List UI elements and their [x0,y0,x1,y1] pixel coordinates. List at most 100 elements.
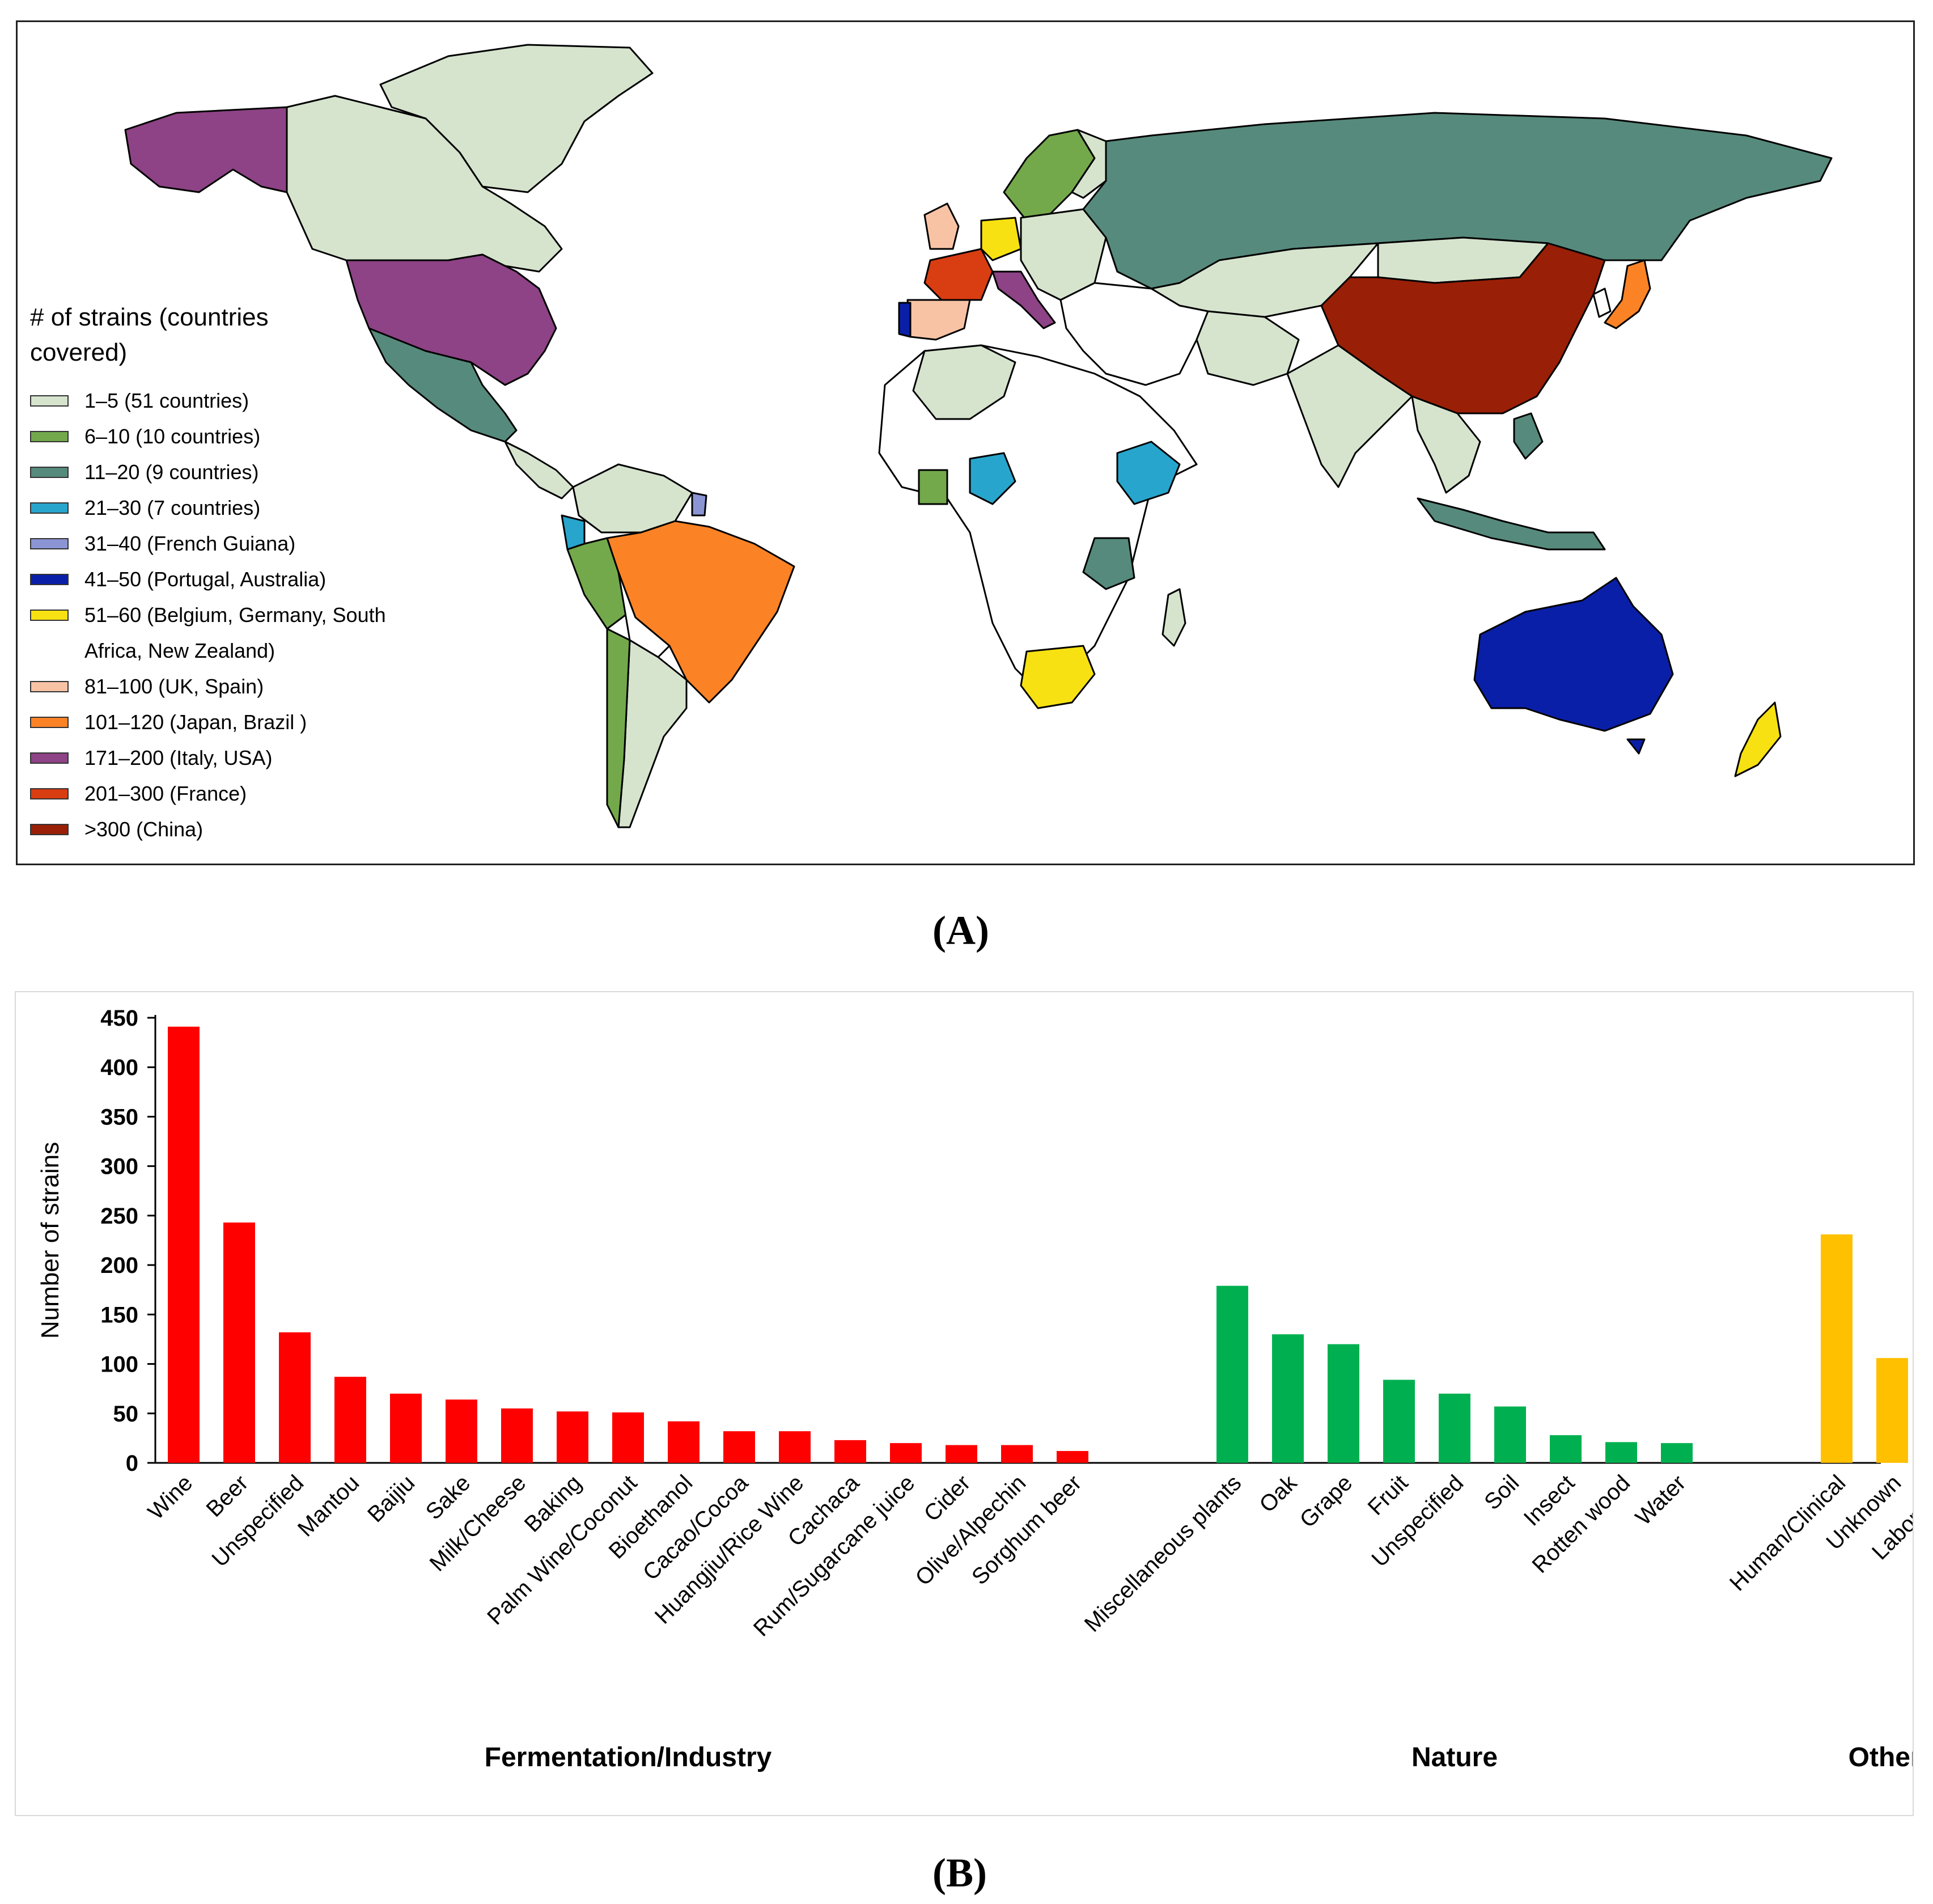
bar [557,1411,588,1463]
legend-swatch [30,538,69,549]
legend-items: 1–5 (51 countries) 6–10 (10 countries) 11–… [30,383,402,847]
legend-swatch [30,430,69,442]
legend-item: 31–40 (French Guiana) [30,526,402,561]
bar [334,1377,366,1463]
x-tick-label: Grape [1295,1470,1358,1533]
legend-label: 81–100 (UK, Spain) [84,675,264,698]
y-axis-label: Number of strains [36,1142,64,1339]
legend-swatch [30,610,69,621]
map-new-zealand [1734,701,1782,777]
y-tick-label: 350 [100,1105,138,1129]
x-tick-label: Milk/Cheese [425,1470,531,1576]
x-tick-label: Soil [1480,1470,1524,1514]
legend-label: >300 (China) [84,818,204,841]
y-tick-label: 450 [100,1006,138,1031]
bar [501,1408,533,1463]
group-label: Nature [1411,1742,1498,1772]
bar [612,1412,644,1463]
map-bolivia [617,571,671,658]
legend-item: 101–120 (Japan, Brazil ) [30,704,402,740]
bar [1550,1435,1582,1463]
legend-item: 21–30 (7 countries) [30,490,402,526]
legend-label: 51–60 (Belgium, Germany, South Africa, N… [84,603,386,662]
bar [1821,1234,1853,1463]
map-spain [906,299,971,341]
legend-item: 6–10 (10 countries) [30,418,402,454]
legend-swatch [30,680,69,692]
map-legend: # of strains (countries covered) 1–5 (51… [30,300,402,847]
legend-item: 41–50 (Portugal, Australia) [30,561,402,597]
legend-label: 6–10 (10 countries) [84,425,261,448]
legend-label: 171–200 (Italy, USA) [84,746,273,769]
legend-label: 21–30 (7 countries) [84,496,261,519]
bar [1605,1442,1637,1463]
map-south-africa [1020,645,1096,709]
y-tick-label: 0 [126,1451,138,1476]
bar [1494,1406,1526,1463]
bar [890,1443,922,1463]
bar [1876,1358,1908,1463]
map-alaska [124,106,288,193]
bar [1001,1445,1033,1463]
panel-label-a: (A) [932,908,989,953]
legend-label: 1–5 (51 countries) [84,389,249,412]
map-west-africa [918,469,948,505]
map-australia [1473,577,1674,732]
legend-swatch [30,502,69,514]
bar-chart: 0 50 100 150 200 250 300 350 400 450 Number of str… [36,1006,1913,1772]
map-chile [606,628,631,828]
legend-label: 101–120 (Japan, Brazil ) [84,710,307,734]
map-french-guiana [691,492,707,517]
bar [1661,1443,1693,1463]
x-tick-label: Beer [202,1470,253,1522]
world-map [124,44,1833,828]
bar [834,1440,866,1463]
group-label: Others [1849,1742,1913,1772]
legend-swatch [30,823,69,835]
legend-label: 11–20 (9 countries) [84,460,259,484]
y-tick-label: 100 [100,1352,138,1377]
legend-item: 201–300 (France) [30,776,402,811]
legend-swatch [30,752,69,764]
bar [446,1399,477,1463]
map-tasmania [1626,738,1646,755]
map-italy [991,270,1056,329]
map-portugal [898,302,912,338]
bar [1383,1380,1415,1463]
legend-label: 41–50 (Portugal, Australia) [84,568,327,591]
map-canada [286,95,563,273]
legend-title: # of strains (countries covered) [30,303,269,366]
map-japan [1604,259,1651,329]
legend-item: 81–100 (UK, Spain) [30,668,402,704]
bar [279,1332,311,1463]
bar [779,1431,811,1463]
y-tick-label: 200 [100,1253,138,1278]
map-tanzania [1082,537,1135,590]
map-nigeria [969,452,1016,505]
x-tick-label: Baijiu [363,1470,419,1527]
x-tick-label: Wine [143,1470,198,1525]
y-tick-label: 250 [100,1204,138,1229]
y-tick-label: 300 [100,1154,138,1179]
bar-chart-panel: 0 50 100 150 200 250 300 350 400 450 Number of str… [15,991,1914,1816]
x-tick-label: Fruit [1363,1470,1413,1520]
group-label: Fermentation/Industry [485,1742,772,1772]
legend-swatch [30,716,69,728]
map-ethiopia [1116,441,1181,505]
legend-item: 11–20 (9 countries) [30,454,402,490]
legend-swatch [30,395,69,407]
bar [946,1445,977,1463]
x-tick-label: Water [1631,1470,1691,1530]
legend-item: 1–5 (51 countries) [30,383,402,418]
bar [1057,1451,1088,1463]
y-tick-label: 400 [100,1055,138,1080]
map-middle-east [1059,282,1209,386]
legend-swatch [30,788,69,799]
legend-item: 51–60 (Belgium, Germany, South Africa, N… [30,597,402,668]
x-tick-label: Rotten wood [1527,1470,1635,1578]
map-north-africa [912,344,1016,420]
map-indonesia [1417,497,1606,551]
legend-item: 171–200 (Italy, USA) [30,740,402,776]
bar [668,1421,700,1463]
bar [1272,1334,1304,1463]
